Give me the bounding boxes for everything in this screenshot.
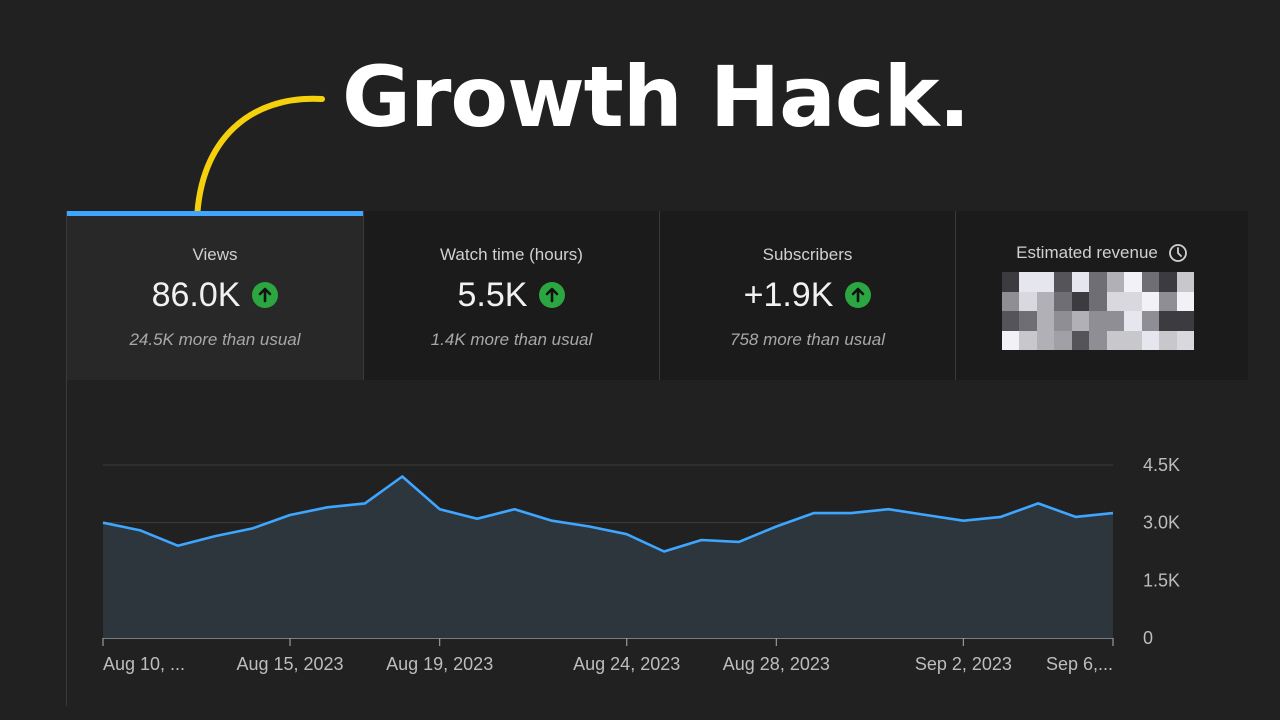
series-line: [102, 475, 1114, 553]
pixel-block: [1124, 272, 1142, 292]
card-value: 86.0K: [151, 275, 241, 314]
analytics-panel: Views 86.0K 24.5K more than usual Watch …: [66, 211, 1248, 706]
pixel-block: [1176, 272, 1194, 292]
series-area: [103, 476, 1113, 638]
pixel-block: [1036, 291, 1055, 311]
pixel-block: [1019, 330, 1037, 350]
pixel-block: [1159, 291, 1177, 311]
pixel-block: [1106, 291, 1125, 311]
arrow-up-icon: [539, 282, 566, 308]
x-tick-label: Aug 15, 2023: [236, 654, 343, 674]
pixel-block: [1002, 311, 1020, 331]
pixel-block: [1141, 272, 1160, 292]
pixel-block: [1002, 272, 1020, 292]
card-note: 1.4K more than usual: [430, 330, 593, 349]
active-tab-indicator: [67, 211, 363, 216]
pixel-block: [1036, 330, 1055, 350]
card-label: Watch time (hours): [440, 245, 583, 264]
pixel-block: [1089, 330, 1107, 350]
pixel-block: [1054, 291, 1072, 311]
pixel-block: [1106, 272, 1125, 292]
pixel-block: [1089, 311, 1107, 331]
clock-icon: [1168, 244, 1187, 262]
pixel-block: [1054, 311, 1072, 331]
pixel-block: [1124, 330, 1142, 350]
pixel-block: [1071, 311, 1090, 331]
pixel-block: [1002, 291, 1020, 311]
y-tick-label: 1.5K: [1143, 570, 1180, 590]
card-note: 758 more than usual: [730, 330, 885, 349]
pixel-block: [1141, 311, 1160, 331]
metric-cards: Views 86.0K 24.5K more than usual Watch …: [67, 211, 1248, 380]
card-label: Estimated revenue: [1016, 243, 1158, 262]
card-value: 5.5K: [457, 275, 528, 314]
card-label: Subscribers: [762, 245, 853, 264]
arrow-up-icon: [252, 282, 279, 308]
card-subscribers[interactable]: Subscribers +1.9K 758 more than usual: [659, 211, 955, 380]
pixel-block: [1071, 291, 1090, 311]
headline: Growth Hack.: [342, 48, 970, 146]
card-watch-time[interactable]: Watch time (hours) 5.5K 1.4K more than u…: [363, 211, 659, 380]
pixel-block: [1141, 330, 1160, 350]
pixel-block: [1124, 311, 1142, 331]
pixelated-revenue-value: [1002, 272, 1194, 350]
x-tick-label: Aug 10, ...: [103, 654, 185, 674]
x-tick-label: Sep 2, 2023: [915, 654, 1012, 674]
x-tick-label: Aug 24, 2023: [573, 654, 680, 674]
pixel-block: [1071, 272, 1090, 292]
pixel-block: [1159, 311, 1177, 331]
pixel-block: [1176, 330, 1194, 350]
y-tick-label: 4.5K: [1143, 455, 1180, 475]
pixel-block: [1071, 330, 1090, 350]
card-views[interactable]: Views 86.0K 24.5K more than usual: [67, 211, 363, 380]
pixel-block: [1089, 291, 1107, 311]
pixel-block: [1106, 330, 1125, 350]
x-tick-label: Sep 6,...: [1046, 654, 1113, 674]
pixel-block: [1002, 330, 1020, 350]
pixel-block: [1159, 330, 1177, 350]
pixel-block: [1124, 291, 1142, 311]
card-estimated-revenue[interactable]: Estimated revenue: [955, 211, 1248, 380]
pixel-block: [1159, 272, 1177, 292]
card-label: Views: [192, 245, 238, 264]
views-chart: 4.5K 3.0K 1.5K 0 Aug 10, ... Aug 15, 2023 Aug …: [102, 455, 1180, 674]
pixel-block: [1176, 291, 1194, 311]
pixel-block: [1019, 291, 1037, 311]
card-value: +1.9K: [743, 275, 834, 314]
card-note: 24.5K more than usual: [129, 330, 301, 349]
pixel-block: [1036, 272, 1055, 292]
arrow-up-icon: [845, 282, 872, 308]
pixel-block: [1106, 311, 1125, 331]
pixel-block: [1176, 311, 1194, 331]
y-tick-label: 3.0K: [1143, 513, 1180, 533]
x-tick-label: Aug 28, 2023: [723, 654, 830, 674]
pixel-block: [1054, 330, 1072, 350]
pixel-block: [1089, 272, 1107, 292]
pixel-block: [1019, 311, 1037, 331]
pixel-block: [1036, 311, 1055, 331]
pixel-block: [1054, 272, 1072, 292]
x-tick-label: Aug 19, 2023: [386, 654, 493, 674]
pixel-block: [1141, 291, 1160, 311]
y-tick-label: 0: [1143, 628, 1153, 648]
pixel-block: [1019, 272, 1037, 292]
